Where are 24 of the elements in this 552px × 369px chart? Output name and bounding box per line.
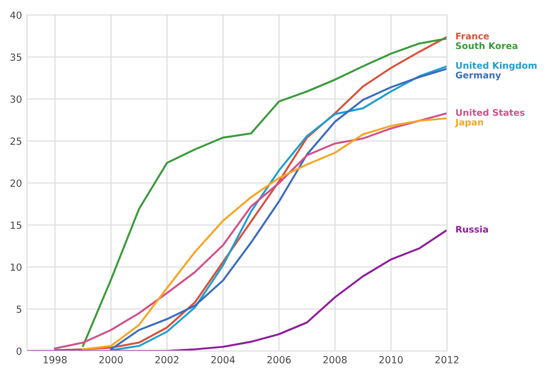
series-label: United States — [456, 108, 525, 116]
x-tick-label: 2006 — [267, 356, 291, 364]
y-tick-label: 0 — [16, 347, 22, 355]
x-tick-label: 2004 — [211, 356, 235, 364]
series-label: United Kingdom — [456, 62, 537, 71]
y-tick-label: 40 — [10, 11, 22, 19]
series-label: Germany — [456, 72, 501, 80]
y-tick-label: 35 — [10, 53, 22, 61]
y-tick-label: 10 — [10, 263, 22, 271]
x-tick-label: 2010 — [379, 356, 403, 364]
y-tick-label: 30 — [10, 95, 22, 103]
y-tick-label: 15 — [10, 222, 22, 229]
series-label: Japan — [454, 118, 484, 128]
series-label: Russia — [456, 226, 488, 233]
x-tick-label: 2008 — [323, 356, 347, 364]
x-tick-label: 2012 — [435, 356, 458, 364]
x-tick-label: 2000 — [99, 356, 123, 364]
y-tick-label: 20 — [10, 179, 22, 187]
series-label: South Korea — [456, 42, 518, 50]
y-tick-label: 25 — [10, 137, 22, 145]
series-label: France — [456, 32, 489, 40]
y-tick-label: 5 — [16, 306, 22, 313]
x-tick-label: 2002 — [155, 356, 178, 364]
x-tick-label: 1998 — [44, 356, 67, 364]
